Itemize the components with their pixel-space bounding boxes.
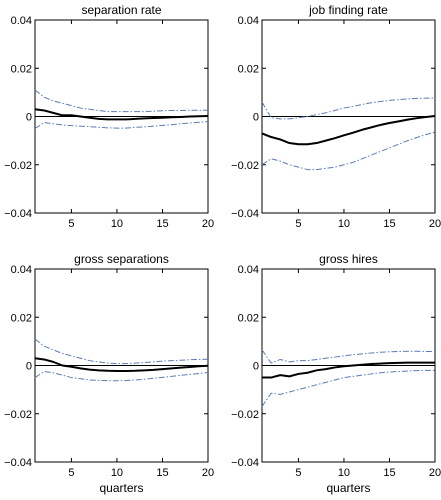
x-tick-label: 10: [111, 467, 123, 479]
x-tick-label: 10: [338, 218, 350, 230]
y-tick-label: 0: [253, 112, 259, 124]
y-tick-label: −0.02: [4, 409, 32, 421]
estimate-line: [34, 108, 209, 121]
x-tick-label: 5: [68, 218, 74, 230]
x-tick-label: 5: [295, 218, 301, 230]
estimate-line: [262, 361, 435, 379]
panel-title: gross separations: [74, 252, 169, 266]
x-tick-label: 15: [156, 218, 168, 230]
estimate-line: [34, 357, 209, 373]
y-tick-label: 0.02: [238, 63, 259, 75]
x-tick-label: 15: [383, 218, 395, 230]
y-tick-label: −0.02: [231, 160, 259, 172]
x-tick-label: 10: [111, 218, 123, 230]
y-tick-label: −0.02: [4, 160, 32, 172]
x-tick-label: 10: [338, 467, 350, 479]
y-tick-label: −0.04: [231, 208, 259, 220]
y-tick-label: 0.04: [238, 15, 259, 27]
panel-gross-separations: gross separations quarters −0.04 −0.02 0 0.…: [4, 252, 214, 495]
upper-band-line: [261, 349, 435, 364]
upper-band-line: [34, 89, 208, 113]
lower-band-line: [261, 131, 436, 171]
x-tick-label: 20: [429, 218, 441, 230]
y-tick-label: −0.04: [4, 457, 32, 469]
y-tick-label: 0.04: [238, 264, 259, 276]
panel-title: job finding rate: [308, 3, 388, 17]
x-tick-label: 15: [156, 467, 168, 479]
x-tick-label: 5: [295, 467, 301, 479]
y-tick-label: 0.02: [238, 312, 259, 324]
lower-band-line: [34, 121, 209, 129]
lower-band-line: [261, 369, 435, 407]
y-tick-label: 0.02: [11, 312, 32, 324]
y-tick-label: −0.02: [231, 409, 259, 421]
x-axis-label: quarters: [99, 481, 143, 495]
upper-band-line: [34, 338, 209, 365]
y-tick-label: −0.04: [4, 208, 32, 220]
y-tick-label: 0: [253, 361, 259, 373]
panel-separation-rate: separation rate −0.04 −0.02 0 0.02 0.04 5 10 15…: [4, 3, 214, 230]
upper-band-line: [261, 97, 436, 120]
y-tick-label: 0.04: [11, 264, 32, 276]
panel-title: gross hires: [319, 252, 378, 266]
y-tick-label: 0.04: [11, 15, 32, 27]
x-tick-label: 5: [68, 467, 74, 479]
y-tick-label: −0.04: [231, 457, 259, 469]
x-axis-label: quarters: [326, 481, 370, 495]
x-tick-label: 20: [202, 218, 214, 230]
x-tick-label: 20: [429, 467, 441, 479]
lower-band-line: [34, 371, 209, 382]
x-tick-label: 15: [383, 467, 395, 479]
estimate-line: [261, 115, 436, 146]
y-tick-label: 0: [26, 361, 32, 373]
panel-job-finding-rate: job finding rate −0.04 −0.02 0 0.02 0.04 5 10 1…: [231, 3, 441, 230]
panel-gross-hires: gross hires quarters −0.04 −0.02 0 0.02 0.04…: [231, 252, 441, 495]
x-tick-label: 20: [202, 467, 214, 479]
y-tick-label: 0.02: [11, 63, 32, 75]
panel-title: separation rate: [81, 3, 161, 17]
y-tick-label: 0: [26, 112, 32, 124]
